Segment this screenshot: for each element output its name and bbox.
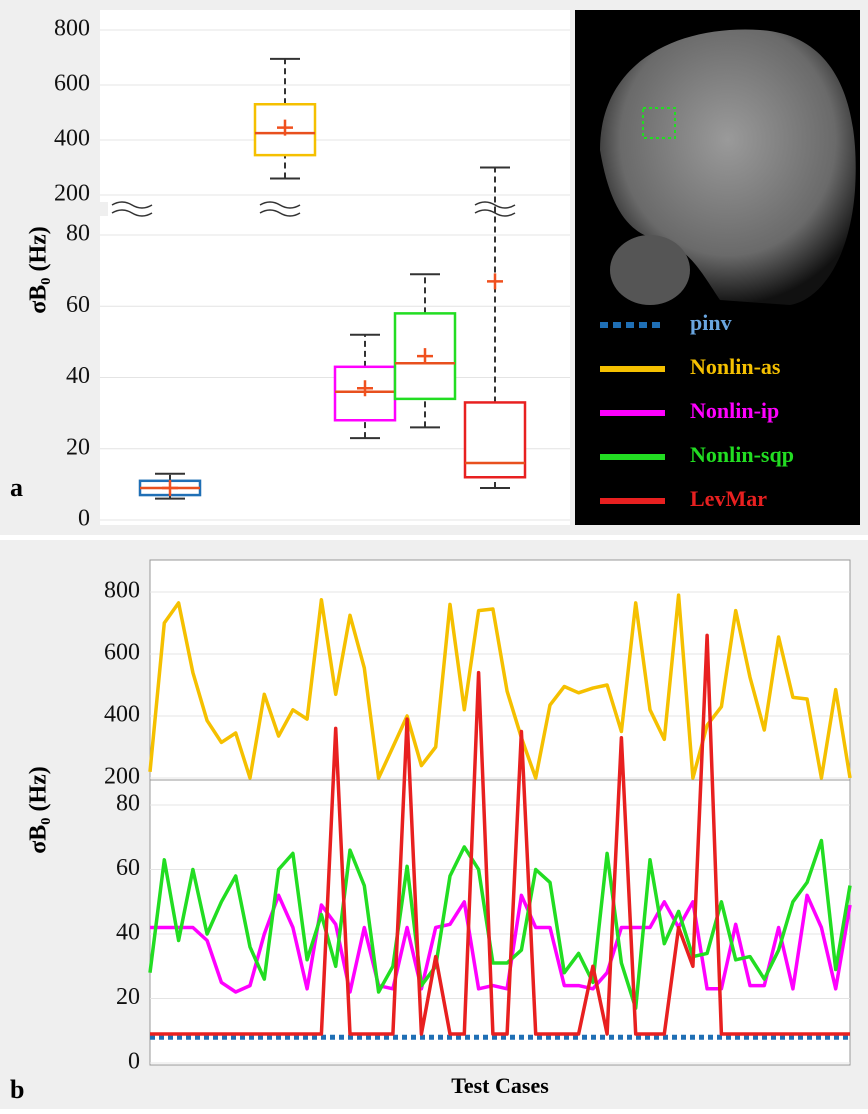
y-tick-label: 600 [104,640,140,666]
y-tick-label: 400 [104,702,140,728]
mean-marker [277,119,293,136]
series-line [148,593,852,780]
break-marks [111,201,516,217]
y-tick-label: 400 [54,126,90,152]
y-tick-label: 80 [116,791,140,817]
y-tick-label: 60 [116,855,140,881]
roi-marker [642,107,676,139]
panel-label: b [10,1075,24,1104]
legend-label: Nonlin-ip [690,398,779,423]
y-axis-label: σB₀ (Hz) [26,766,52,854]
mean-marker [162,479,178,496]
y-tick-label: 20 [116,984,140,1010]
series-line [148,838,852,1010]
legend-label: Nonlin-sqp [690,442,794,467]
mri-image [610,235,690,305]
y-tick-label: 600 [54,71,90,97]
mean-marker [487,273,503,290]
y-tick-label: 0 [78,506,90,532]
box [463,401,527,479]
y-tick-label: 800 [104,578,140,604]
y-tick-label: 200 [54,181,90,207]
y-axis-label: σB₀ (Hz) [26,226,52,314]
mean-marker [357,380,373,397]
x-axis-label: Test Cases [451,1073,549,1098]
legend-label: LevMar [690,486,767,511]
y-tick-label: 200 [104,764,140,790]
legend-label: pinv [690,310,732,335]
y-tick-label: 60 [66,292,90,318]
y-tick-label: 800 [54,16,90,42]
panel-label: a [10,473,23,502]
mri-image [600,29,856,305]
break-gap [100,202,108,216]
y-tick-label: 40 [116,920,140,946]
plot-area [149,559,851,1066]
y-tick-label: 0 [128,1049,140,1075]
y-tick-label: 80 [66,221,90,247]
y-tick-label: 20 [66,434,90,460]
legend-label: Nonlin-as [690,354,781,379]
mean-marker [417,348,433,365]
series-line [150,893,852,994]
series-line [150,633,850,1036]
y-tick-label: 40 [66,363,90,389]
